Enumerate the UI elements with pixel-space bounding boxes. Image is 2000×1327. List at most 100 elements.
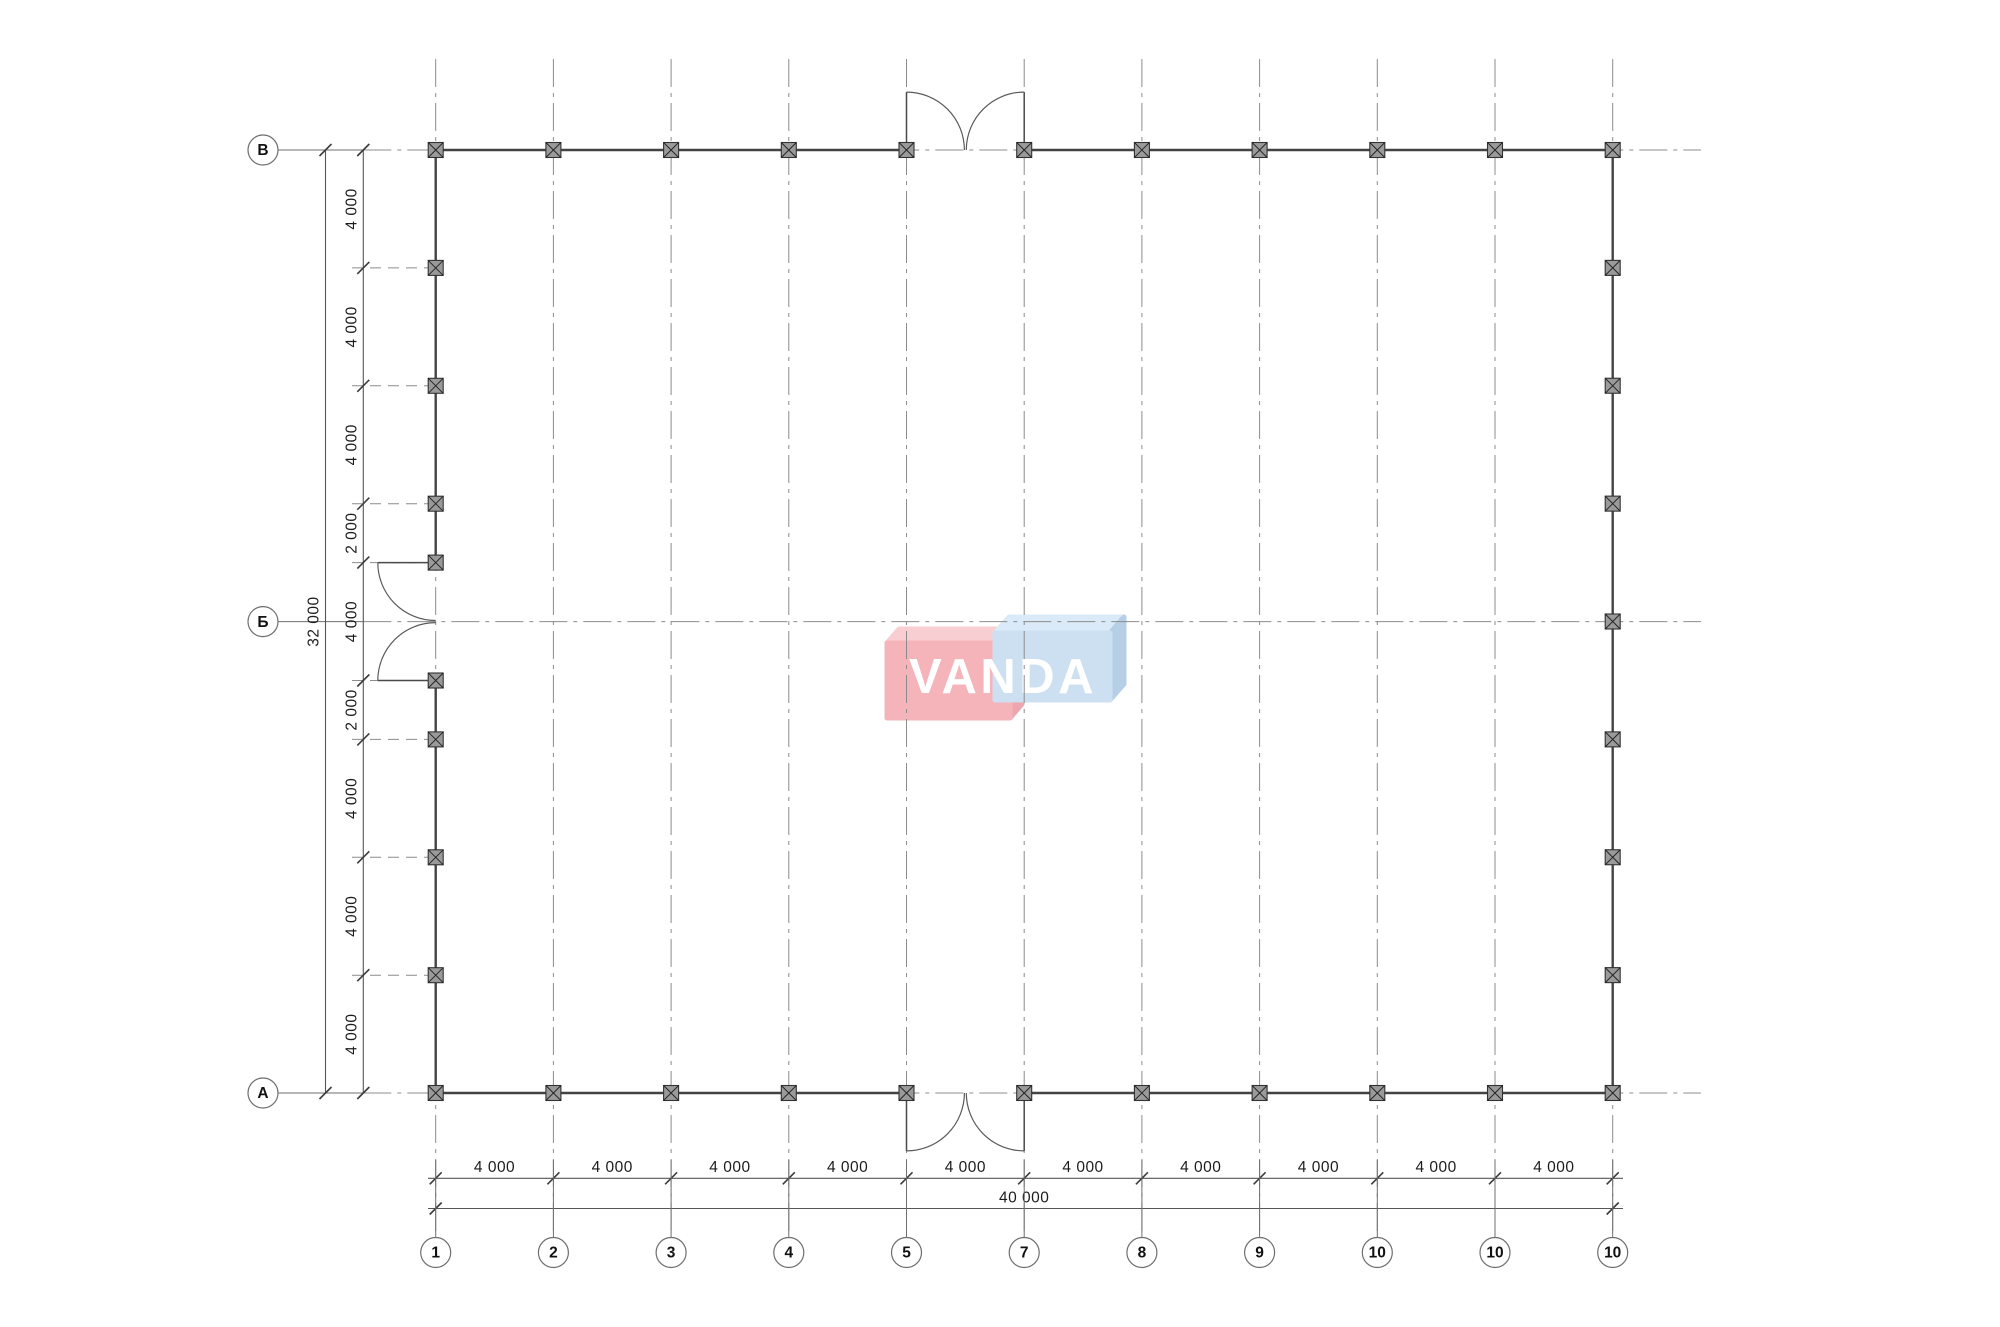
dimension-tick: [356, 556, 370, 570]
column-marker: [1251, 1084, 1268, 1102]
column-axis-bubble-4: [890, 1236, 923, 1269]
column-marker: [1486, 141, 1504, 159]
column-axis-bubble-8: [1361, 1236, 1393, 1269]
column-axis-bubble-3-label: 4: [784, 1245, 793, 1262]
column-marker: [1133, 1084, 1150, 1102]
column-marker: [1604, 613, 1621, 630]
column-hatch: [898, 1085, 915, 1101]
column-marker: [1604, 1084, 1621, 1102]
column-hatch: [1604, 377, 1621, 394]
column-marker: [427, 731, 444, 748]
column-axis-bubble-5-label: 7: [1020, 1245, 1029, 1262]
logo-wordmark: VANDA: [909, 650, 1097, 704]
bottom-dimension-label: 4 000: [1533, 1159, 1574, 1176]
column-marker: [780, 141, 797, 159]
column-marker: [427, 672, 444, 689]
left-dimension-label: 2 000: [344, 513, 361, 554]
column-marker: [1604, 377, 1621, 394]
column-hatch: [1604, 495, 1621, 512]
column-hatch: [780, 142, 797, 158]
column-marker: [1604, 967, 1621, 984]
row-axis-bubble-2: [247, 1077, 279, 1109]
column-hatch: [427, 967, 444, 984]
row-axis-bubble-0: [247, 134, 279, 166]
door-swing-arc: [965, 1092, 1025, 1152]
column-hatch: [1134, 142, 1150, 158]
dimension-tick: [356, 261, 370, 275]
column-hatch: [663, 1085, 679, 1101]
column-marker: [898, 141, 915, 159]
column-marker: [1486, 1084, 1504, 1102]
column-marker: [663, 141, 680, 159]
column-marker: [427, 377, 444, 394]
column-axis-bubble-10-label: 10: [1604, 1245, 1621, 1262]
column-hatch: [1016, 1085, 1033, 1101]
column-hatch: [427, 377, 444, 394]
column-axis-bubble-9-label: 10: [1486, 1245, 1503, 1262]
row-axis-bubble-1: [247, 605, 279, 638]
column-hatch: [427, 731, 444, 748]
column-marker: [427, 849, 444, 866]
column-marker: [427, 259, 444, 276]
bottom-dimension-label: 4 000: [945, 1159, 986, 1176]
column-axis-bubble-7: [1243, 1236, 1276, 1269]
left-dimension-label: 2 000: [344, 689, 361, 730]
column-hatch: [1251, 1085, 1268, 1101]
left-dimension-label: 4 000: [344, 778, 361, 819]
bottom-dimension-label: 4 000: [474, 1159, 515, 1176]
bottom-dimension-label: 4 000: [1180, 1159, 1221, 1176]
column-axis-bubble-9: [1479, 1236, 1511, 1269]
bottom-dimension-label: 4 000: [1062, 1159, 1103, 1176]
column-hatch: [427, 495, 444, 512]
column-axis-bubble-7-label: 9: [1255, 1245, 1264, 1262]
column-marker: [1016, 141, 1033, 159]
column-hatch: [427, 672, 444, 689]
column-axis-bubble-8-label: 10: [1369, 1245, 1386, 1262]
column-hatch: [780, 1085, 797, 1101]
bottom-dimension-label: 4 000: [1416, 1159, 1457, 1176]
column-hatch: [1604, 967, 1621, 983]
column-hatch: [898, 142, 915, 158]
door-swing-arc: [906, 91, 965, 151]
dimension-tick: [318, 1086, 333, 1100]
column-marker: [427, 495, 444, 512]
door-swing-arc: [377, 622, 436, 681]
column-axis-bubble-1-label: 2: [549, 1245, 558, 1262]
row-axis-bubble-1-label: Б: [257, 614, 268, 631]
column-axis-bubble-10: [1597, 1236, 1629, 1269]
row-axis-bubble-0-label: В: [257, 142, 268, 159]
column-hatch: [427, 554, 444, 571]
column-axis-bubble-2: [655, 1236, 687, 1269]
column-axis-bubble-4-label: 5: [902, 1245, 911, 1262]
column-axis-bubble-5: [1008, 1236, 1040, 1269]
column-hatch: [545, 1085, 562, 1101]
dimension-tick: [318, 143, 333, 157]
column-marker: [1604, 259, 1621, 276]
column-marker: [427, 967, 444, 984]
left-dimension-label: 4 000: [344, 188, 361, 229]
column-marker: [1133, 141, 1150, 159]
dimension-tick: [356, 379, 370, 393]
column-axis-bubble-1: [537, 1236, 570, 1269]
column-axis-bubble-0-label: 1: [431, 1245, 440, 1262]
column-axis-bubble-3: [773, 1236, 805, 1269]
column-hatch: [1369, 1085, 1386, 1101]
door-swing-arc: [965, 91, 1025, 151]
column-marker: [1369, 141, 1386, 159]
dimension-tick: [356, 497, 370, 511]
column-axis-bubble-6: [1126, 1236, 1158, 1269]
column-hatch: [427, 260, 444, 276]
column-marker: [427, 1084, 444, 1102]
column-hatch: [1604, 1085, 1621, 1101]
bottom-dimension-label: 4 000: [1298, 1159, 1339, 1176]
bottom-dimension-label: 4 000: [827, 1159, 868, 1176]
column-marker: [427, 141, 444, 159]
left-dimension-label: 4 000: [344, 424, 361, 465]
column-hatch: [427, 1085, 444, 1101]
column-marker: [1604, 849, 1621, 866]
column-hatch: [1604, 731, 1621, 748]
column-marker: [1251, 141, 1268, 159]
column-hatch: [427, 849, 444, 866]
